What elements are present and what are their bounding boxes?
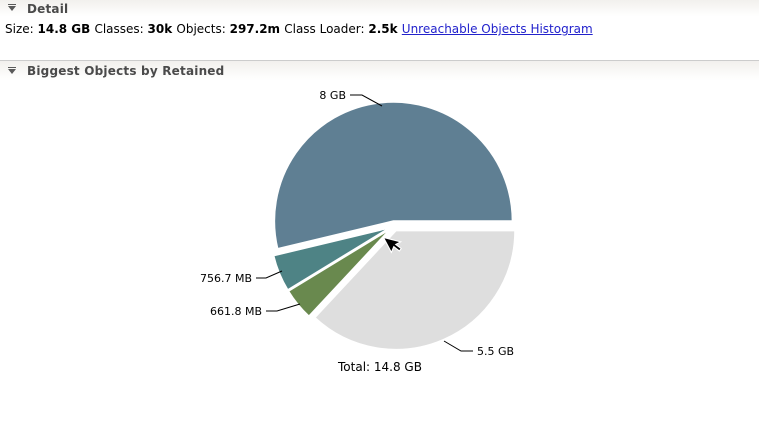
detail-field-value: 2.5k — [368, 22, 402, 36]
detail-field-label: Objects: — [176, 22, 230, 36]
pie-label-leader-line — [256, 270, 283, 279]
collapse-twistie-icon[interactable] — [8, 66, 16, 74]
section-header-detail[interactable]: Detail — [0, 0, 759, 17]
unreachable-objects-histogram-link[interactable]: Unreachable Objects Histogram — [401, 22, 593, 36]
section-title-detail: Detail — [27, 1, 69, 16]
detail-field-label: Classes: — [94, 22, 148, 36]
detail-field-value: 297.2m — [229, 22, 285, 36]
pie-slice-label: 661.8 MB — [210, 305, 262, 318]
pie-total-label: Total: 14.8 GB — [337, 360, 422, 374]
section-header-biggest-objects[interactable]: Biggest Objects by Retained — [0, 61, 759, 81]
pie-slice-label: 5.5 GB — [477, 345, 514, 358]
pie-label-leader-line — [350, 94, 383, 107]
detail-info-line: Size: 14.8 GB Classes: 30k Objects: 297.… — [5, 22, 593, 36]
detail-fields: Size: 14.8 GB Classes: 30k Objects: 297.… — [5, 22, 402, 36]
collapse-twistie-icon[interactable] — [8, 4, 16, 11]
section-title-biggest-objects: Biggest Objects by Retained — [27, 64, 225, 78]
pie-label-leader-line — [443, 340, 473, 352]
pie-slice[interactable] — [272, 227, 390, 291]
section-divider — [0, 60, 759, 61]
pie-label-leader-line — [266, 303, 301, 312]
pie-slice-label: 8 GB — [319, 89, 346, 102]
detail-field-value: 30k — [147, 22, 177, 36]
pie-slice-label: 756.7 MB — [200, 272, 252, 285]
pie-slice[interactable] — [313, 229, 516, 351]
detail-field-label: Size: — [5, 22, 38, 36]
detail-field-label: Class Loader: — [284, 22, 369, 36]
mouse-cursor-icon — [382, 236, 403, 254]
detail-field-value: 14.8 GB — [37, 22, 95, 36]
pie-slice[interactable] — [273, 101, 514, 250]
